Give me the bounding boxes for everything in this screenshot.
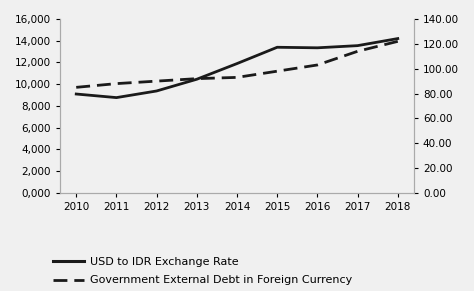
Government External Debt in Foreign Currency	[315, 63, 320, 67]
USD to IDR Exchange Rate	[154, 89, 159, 93]
Legend: USD to IDR Exchange Rate, Government External Debt in Foreign Currency: USD to IDR Exchange Rate, Government Ext…	[53, 257, 352, 285]
Line: USD to IDR Exchange Rate: USD to IDR Exchange Rate	[76, 39, 398, 97]
Line: Government External Debt in Foreign Currency: Government External Debt in Foreign Curr…	[76, 41, 398, 87]
USD to IDR Exchange Rate	[355, 44, 360, 47]
Government External Debt in Foreign Currency	[355, 49, 360, 53]
USD to IDR Exchange Rate	[114, 96, 119, 99]
Government External Debt in Foreign Currency	[154, 79, 159, 83]
USD to IDR Exchange Rate	[274, 45, 280, 49]
Government External Debt in Foreign Currency	[114, 82, 119, 85]
USD to IDR Exchange Rate	[395, 37, 401, 40]
USD to IDR Exchange Rate	[234, 62, 240, 65]
USD to IDR Exchange Rate	[315, 46, 320, 49]
USD to IDR Exchange Rate	[73, 92, 79, 96]
Government External Debt in Foreign Currency	[274, 70, 280, 73]
Government External Debt in Foreign Currency	[395, 40, 401, 43]
Government External Debt in Foreign Currency	[73, 86, 79, 89]
Government External Debt in Foreign Currency	[234, 76, 240, 79]
USD to IDR Exchange Rate	[194, 77, 200, 81]
Government External Debt in Foreign Currency	[194, 77, 200, 80]
